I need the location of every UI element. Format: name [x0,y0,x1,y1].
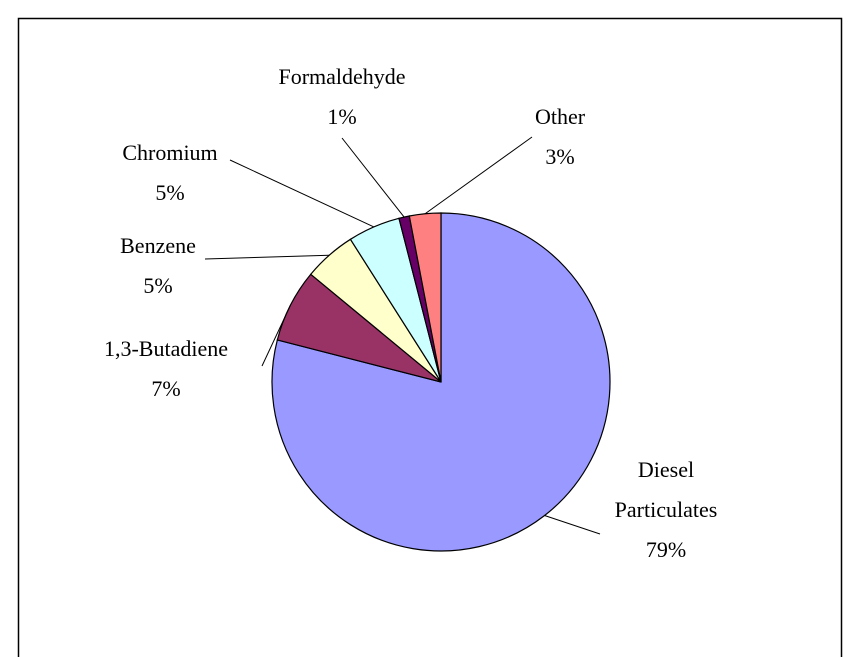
leader-line [204,254,330,260]
slice-label: Chromium 5% [100,133,240,213]
leader-line [341,137,405,218]
slice-value: 5% [155,180,185,205]
slice-value: 79% [645,537,687,562]
leader-line [544,515,601,535]
pie-slice [271,212,611,552]
slice-label: 1,3-Butadiene 7% [81,329,251,409]
slice-name: Chromium [122,140,218,165]
slice-value: 5% [143,273,173,298]
slice-name: Benzene [120,233,196,258]
slice-name: Diesel Particulates [614,457,718,522]
slice-label: Other 3% [510,97,610,177]
leader-line [261,305,291,367]
slice-value: 1% [327,104,357,129]
leader-line [424,136,533,215]
slice-name: 1,3-Butadiene [103,336,229,361]
slice-label: Formaldehyde 1% [252,57,432,137]
slice-label: Benzene 5% [88,226,228,306]
slice-value: 7% [151,376,181,401]
slice-label: Diesel Particulates 79% [591,450,741,570]
leader-line [229,159,375,228]
slice-name: Formaldehyde [278,64,406,89]
slice-value: 3% [545,144,575,169]
slice-name: Other [534,104,586,129]
